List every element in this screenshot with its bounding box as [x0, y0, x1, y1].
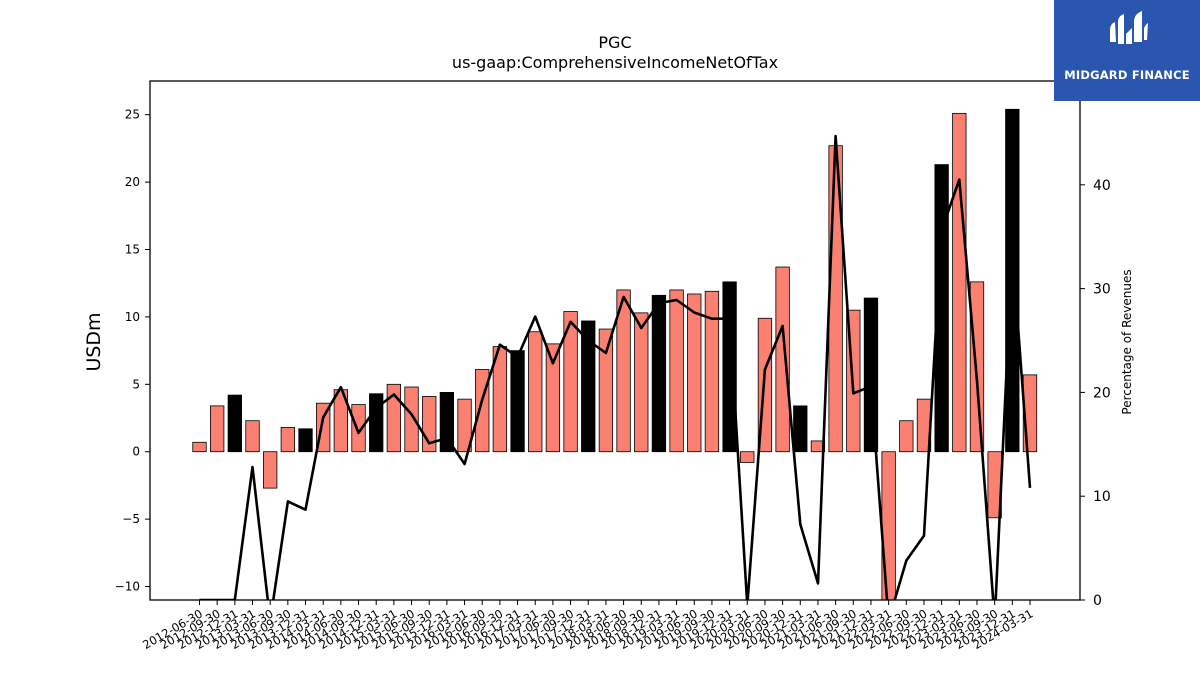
- y-tick-label: 5: [132, 377, 140, 391]
- bar-2013-09-30: [280, 427, 296, 453]
- bar-2019-03-31: [669, 289, 684, 453]
- y-tick-label: 20: [125, 175, 140, 189]
- y-tick-label: −5: [122, 512, 140, 526]
- bar-2020-12-31: [793, 405, 808, 453]
- bar-2019-12-31: [722, 281, 737, 453]
- bars-group: [192, 108, 1038, 601]
- bar-2015-06-30: [404, 386, 419, 453]
- bar-2017-09-30: [563, 311, 578, 453]
- midgard-logo-icon: [1110, 11, 1148, 44]
- y-axis-right: 0 10 20 30 40: [1080, 178, 1111, 609]
- y2-tick-label: 10: [1093, 489, 1111, 505]
- bar-2017-06-30: [545, 343, 561, 453]
- y-tick-label: 25: [125, 108, 140, 122]
- bar-2018-03-31: [598, 328, 614, 453]
- y-axis-left: −10 −5 0 5 10 15 20 25: [115, 108, 150, 594]
- bar-2023-03-31: [952, 112, 967, 453]
- bar-2017-03-31: [528, 331, 543, 453]
- y-axis-label: USDm: [83, 312, 105, 371]
- bar-2012-12-31: [227, 394, 242, 453]
- bar-2013-12-31: [298, 428, 313, 453]
- bar-2017-12-31: [581, 320, 596, 453]
- bar-2016-03-31: [457, 398, 472, 453]
- logo-text: MIDGARD FINANCE: [1064, 68, 1190, 82]
- bar-2015-03-31: [386, 383, 402, 453]
- y-tick-label: 15: [125, 243, 140, 257]
- y2-tick-label: 0: [1093, 593, 1102, 609]
- x-axis: 2012-06-302012-09-302012-12-312013-03-31…: [140, 600, 1036, 652]
- bar-2013-06-30: [263, 451, 278, 489]
- bar-2019-09-30: [704, 290, 720, 453]
- y2-tick-label: 40: [1093, 178, 1111, 194]
- bar-2020-03-31: [740, 451, 755, 463]
- ratio-line-group: [199, 134, 1032, 600]
- y-tick-label: −10: [115, 580, 140, 594]
- ratio-line: [199, 134, 1032, 600]
- bar-2015-12-31: [439, 391, 455, 453]
- bar-2021-03-31: [810, 440, 826, 453]
- brand-logo: MIDGARD FINANCE: [1054, 0, 1200, 101]
- chart-title: PGC: [598, 33, 631, 52]
- y2-tick-label: 20: [1093, 385, 1111, 401]
- y2-axis-label: Percentage of Revenues: [1120, 269, 1134, 414]
- bar-2014-09-30: [351, 404, 366, 453]
- y-tick-label: 10: [125, 310, 140, 324]
- chart-subtitle: us-gaap:ComprehensiveIncomeNetOfTax: [452, 53, 778, 72]
- y-tick-label: 0: [132, 445, 140, 459]
- bar-2014-12-31: [369, 393, 384, 453]
- bar-2012-06-30: [192, 441, 207, 453]
- bar-2018-06-30: [616, 289, 631, 453]
- bar-2022-03-31: [881, 451, 896, 601]
- bar-2012-09-30: [210, 405, 225, 453]
- bar-2018-12-31: [651, 294, 667, 453]
- bar-2021-12-31: [863, 297, 879, 453]
- bar-2022-12-31: [934, 164, 949, 453]
- plot-frame: [149, 80, 1081, 601]
- bar-2013-03-31: [245, 420, 260, 453]
- bar-2023-12-31: [1005, 108, 1020, 453]
- bar-2020-09-30: [775, 266, 790, 453]
- y2-tick-label: 30: [1093, 282, 1111, 298]
- bar-2018-09-30: [634, 312, 649, 453]
- bar-2016-12-31: [510, 350, 525, 453]
- bar-2022-06-30: [899, 420, 914, 453]
- bar-2019-06-30: [687, 293, 702, 453]
